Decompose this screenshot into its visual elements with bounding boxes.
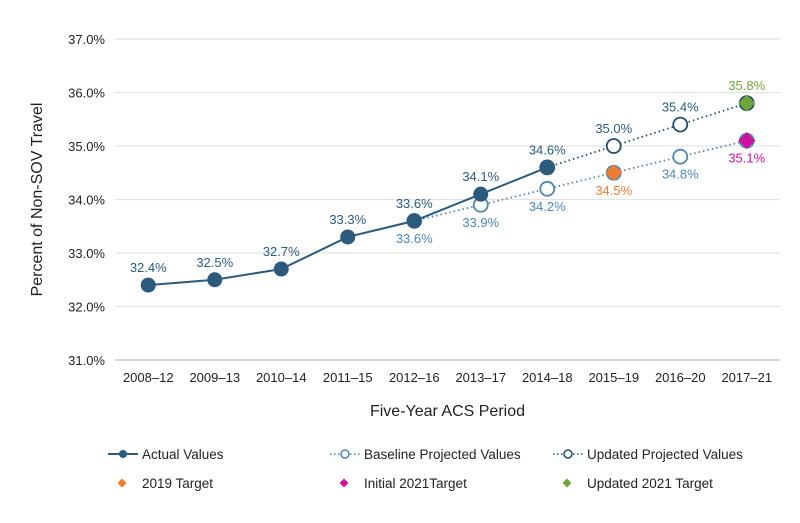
data-label: 32.4% [130,260,167,275]
x-tick-label: 2016–20 [655,370,706,385]
data-point-actual [207,272,223,288]
y-tick-label: 33.0% [68,246,105,261]
data-label: 33.9% [462,215,499,230]
x-tick-label: 2009–13 [189,370,240,385]
x-tick-label: 2010–14 [256,370,307,385]
legend-label: Actual Values [142,447,224,462]
y-tick-label: 37.0% [68,32,105,47]
data-point-actual [539,159,555,175]
data-point-2 [605,138,622,154]
legend-label: Updated 2021 Target [587,476,713,491]
y-axis-label: Percent of Non-SOV Travel [29,103,46,297]
data-label: 35.0% [595,121,632,136]
legend-marker [562,478,572,488]
data-label: 34.8% [662,167,699,182]
target-label: 35.8% [728,78,765,93]
legend-label: Updated Projected Values [587,447,743,462]
data-label: 33.3% [329,212,366,227]
data-point-2 [672,116,689,133]
x-tick-label: 2013–17 [455,370,506,385]
x-tick-label: 2008–12 [123,370,174,385]
legend-marker [339,478,349,488]
data-label: 34.6% [529,142,566,157]
target-marker [738,132,756,150]
data-point-actual [273,261,289,277]
y-tick-label: 35.0% [68,139,105,154]
x-tick-label: 2017–21 [721,370,772,385]
legend-label: Initial 2021Target [364,476,467,491]
x-tick-label: 2011–15 [323,370,373,385]
legend-label: Baseline Projected Values [364,447,521,462]
data-label: 33.6% [396,231,433,246]
data-label: 32.7% [263,244,300,259]
x-tick-label: 2012–16 [389,370,440,385]
legend-marker [119,450,127,458]
legend-marker [340,449,350,459]
y-tick-label: 31.0% [68,353,105,368]
data-point-actual [140,277,156,293]
data-label: 35.4% [662,100,699,115]
x-axis-label: Five-Year ACS Period [370,403,525,420]
y-tick-label: 36.0% [68,86,105,101]
data-label: 33.6% [396,196,433,211]
legend-label: 2019 Target [142,476,213,491]
data-label: 34.2% [529,199,566,214]
series-line-updated-projected-values [546,102,748,169]
legend-marker [117,478,127,488]
data-point-1 [672,148,689,165]
target-label: 35.1% [728,151,765,166]
y-tick-label: 32.0% [68,300,105,315]
x-tick-label: 2014–18 [522,370,573,385]
legend-marker [563,449,573,459]
data-point-actual [340,229,356,245]
target-marker [738,94,756,112]
target-marker [605,164,623,182]
x-tick-label: 2015–19 [588,370,639,385]
series-line-baseline-projected-values [414,139,747,222]
data-point-actual [473,186,489,202]
data-point-1 [539,180,556,197]
y-tick-label: 34.0% [68,193,105,208]
data-point-actual [406,213,422,229]
target-label: 34.5% [595,183,632,198]
data-label: 32.5% [196,255,233,270]
data-label: 34.1% [462,169,499,184]
